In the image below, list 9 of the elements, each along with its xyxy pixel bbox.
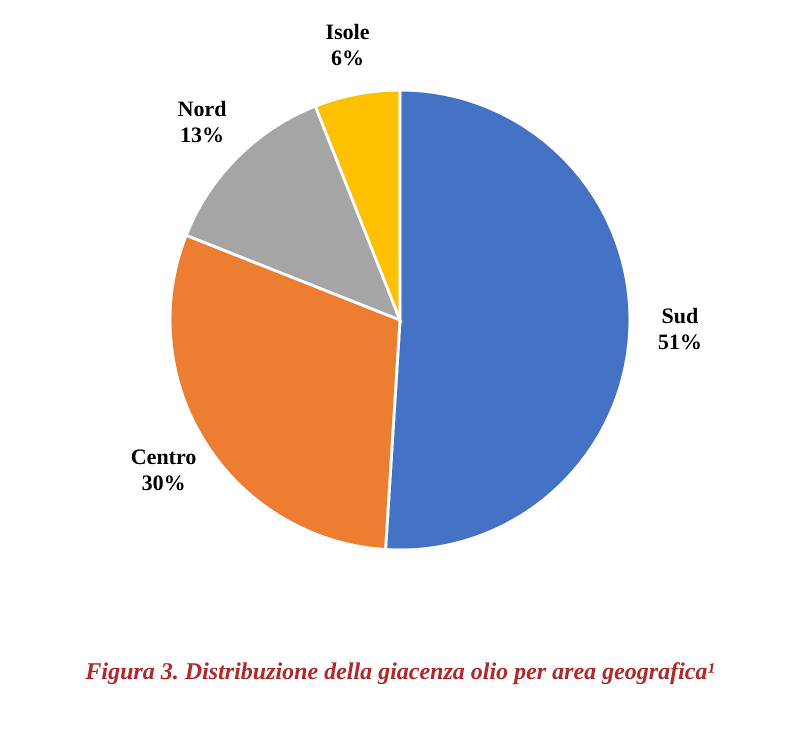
slice-label: Sud: [662, 302, 698, 328]
slice-label: Isole: [326, 18, 370, 44]
slice-label: Centro: [130, 444, 196, 470]
data-label: 13%: [180, 122, 224, 148]
data-label: 51%: [658, 328, 702, 354]
data-label: 6%: [331, 44, 364, 70]
slice-label: Nord: [178, 96, 226, 122]
text: Figura 3. Distribuzione della giacenza olio per area geografica¹: [84, 659, 715, 685]
data-label: 30%: [142, 470, 186, 496]
